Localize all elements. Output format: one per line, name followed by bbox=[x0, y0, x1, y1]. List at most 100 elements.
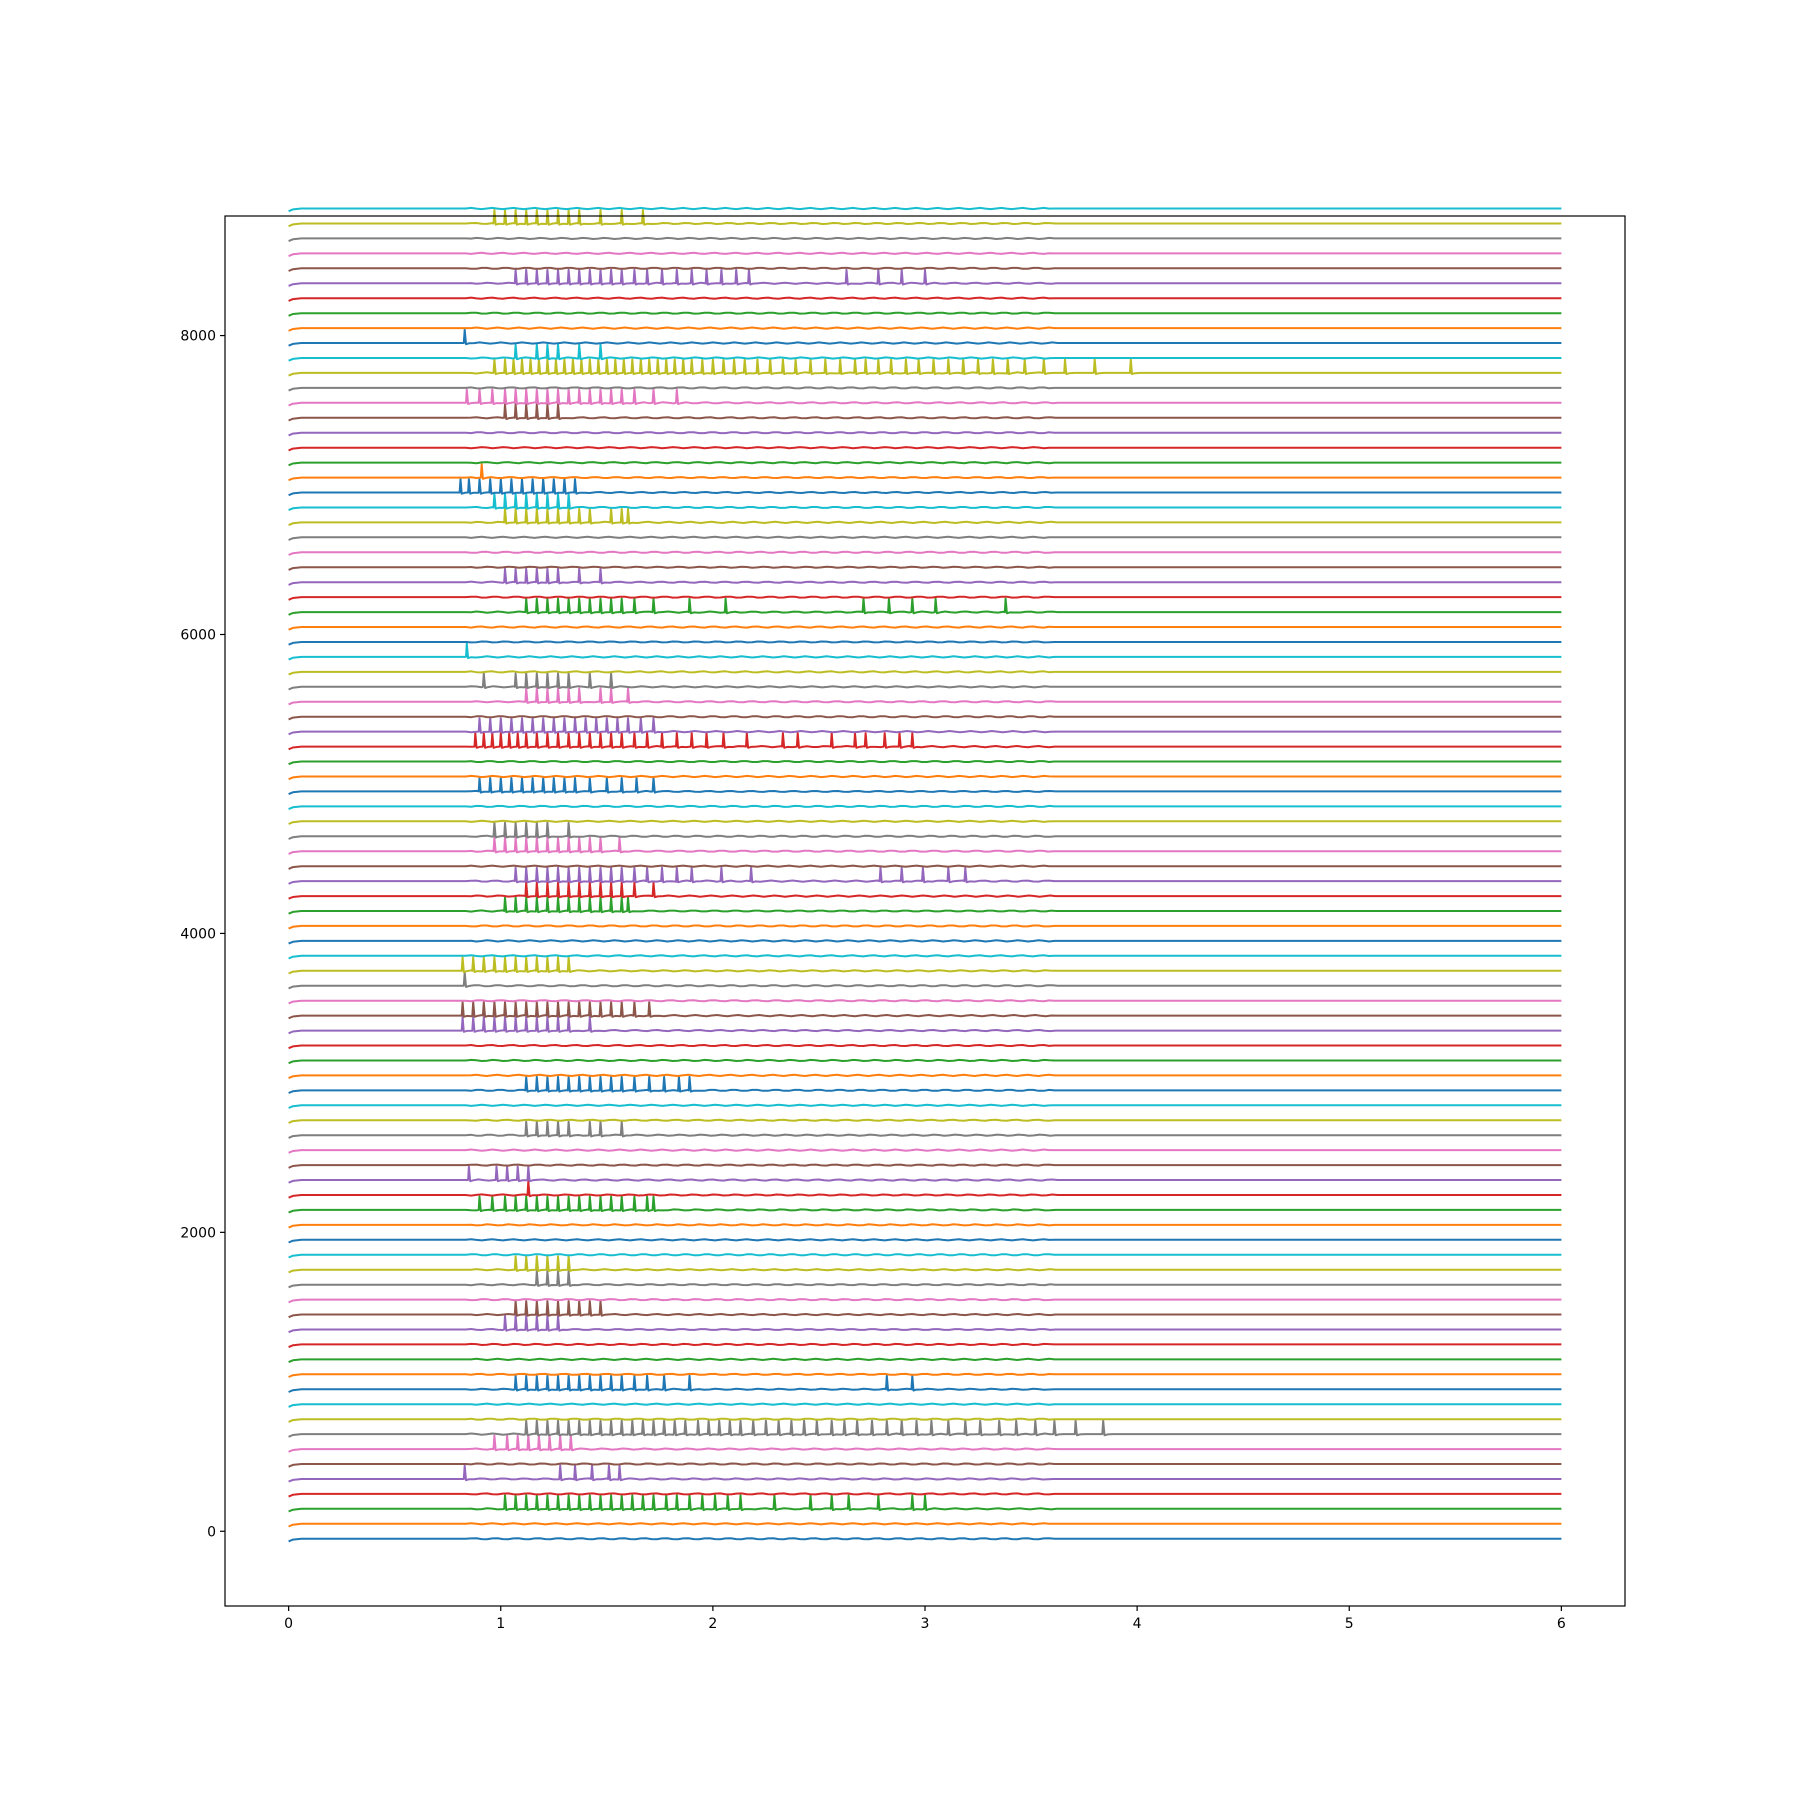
series-trace bbox=[288, 821, 1562, 840]
series-trace bbox=[288, 535, 1562, 541]
series-trace bbox=[288, 939, 1562, 945]
series-trace bbox=[288, 1180, 1562, 1199]
series-trace bbox=[288, 431, 1562, 437]
series-trace bbox=[288, 328, 1562, 347]
series-trace bbox=[288, 296, 1562, 302]
series-trace bbox=[288, 760, 1562, 766]
series-trace bbox=[288, 386, 1562, 392]
series-trace bbox=[288, 866, 1562, 885]
series-trace bbox=[288, 1492, 1562, 1498]
x-axis: 0 1 2 3 4 5 6 bbox=[284, 1606, 1566, 1632]
series-trace bbox=[288, 1462, 1562, 1468]
series-trace bbox=[288, 956, 1562, 975]
series-trace bbox=[288, 236, 1562, 243]
series-trace bbox=[288, 1148, 1562, 1154]
series-trace bbox=[288, 1300, 1562, 1319]
series-trace bbox=[288, 999, 1562, 1005]
x-tick-label: 3 bbox=[921, 1616, 930, 1632]
series-trace bbox=[288, 881, 1562, 900]
series-trace bbox=[288, 640, 1562, 646]
series-trace bbox=[288, 1016, 1562, 1035]
series-trace bbox=[288, 1315, 1562, 1334]
series-trace bbox=[288, 507, 1562, 527]
series-trace bbox=[288, 311, 1562, 317]
series-trace bbox=[288, 732, 1562, 751]
series-trace bbox=[288, 1374, 1562, 1393]
series-trace bbox=[288, 954, 1562, 960]
y-tick-label: 8000 bbox=[180, 329, 216, 345]
series-trace bbox=[288, 206, 1562, 213]
x-tick-label: 6 bbox=[1557, 1616, 1566, 1632]
series-trace bbox=[288, 672, 1562, 691]
series-trace bbox=[288, 642, 1562, 661]
series-trace bbox=[288, 550, 1562, 556]
series-trace bbox=[288, 403, 1562, 422]
x-tick-label: 2 bbox=[708, 1616, 717, 1632]
series-trace bbox=[288, 461, 1562, 467]
trace-group bbox=[288, 206, 1562, 1543]
series-trace bbox=[288, 1419, 1562, 1438]
series-trace bbox=[288, 595, 1562, 601]
series-trace bbox=[288, 1058, 1562, 1065]
series-trace bbox=[288, 1073, 1562, 1080]
series-trace bbox=[288, 446, 1562, 452]
series-trace bbox=[288, 1103, 1562, 1109]
x-tick-label: 5 bbox=[1345, 1616, 1354, 1632]
series-trace bbox=[288, 1434, 1562, 1453]
series-trace bbox=[288, 266, 1562, 272]
series-trace bbox=[288, 715, 1562, 721]
series-trace bbox=[288, 1001, 1562, 1020]
series-trace bbox=[288, 493, 1562, 512]
series-trace bbox=[288, 1044, 1562, 1050]
series-trace bbox=[288, 717, 1562, 736]
series-trace bbox=[288, 1464, 1562, 1483]
series-trace bbox=[288, 326, 1562, 332]
series-trace bbox=[288, 597, 1562, 616]
series-trace bbox=[288, 388, 1562, 407]
y-tick-label: 4000 bbox=[180, 926, 216, 942]
series-trace bbox=[288, 687, 1562, 706]
series-trace bbox=[288, 1238, 1562, 1244]
series-trace bbox=[288, 268, 1562, 287]
series-trace bbox=[288, 209, 1562, 228]
series-trace bbox=[288, 478, 1562, 497]
series-trace bbox=[288, 1118, 1562, 1124]
series-trace bbox=[288, 1075, 1562, 1094]
series-trace bbox=[288, 1165, 1562, 1184]
series-trace bbox=[288, 804, 1562, 811]
y-axis: 0 2000 4000 6000 8000 bbox=[180, 329, 225, 1540]
series-trace bbox=[288, 896, 1562, 915]
series-trace bbox=[288, 1357, 1562, 1364]
series-trace bbox=[288, 343, 1562, 362]
y-tick-label: 6000 bbox=[180, 627, 216, 643]
series-trace bbox=[288, 670, 1562, 676]
series-trace bbox=[288, 1163, 1562, 1169]
series-trace bbox=[288, 836, 1562, 855]
series-trace bbox=[288, 971, 1562, 990]
series-trace bbox=[288, 1270, 1562, 1289]
series-trace bbox=[288, 1494, 1562, 1513]
series-trace bbox=[288, 565, 1562, 571]
x-tick-label: 0 bbox=[284, 1616, 293, 1632]
series-trace bbox=[288, 1342, 1562, 1349]
series-trace bbox=[288, 625, 1562, 631]
series-trace bbox=[288, 567, 1562, 586]
series-trace bbox=[288, 1298, 1562, 1304]
series-trace bbox=[288, 1223, 1562, 1229]
series-trace bbox=[288, 777, 1562, 796]
y-tick-label: 0 bbox=[207, 1524, 216, 1540]
series-trace bbox=[288, 1522, 1562, 1528]
series-trace bbox=[288, 1402, 1562, 1408]
series-trace bbox=[288, 1417, 1562, 1423]
series-trace bbox=[288, 251, 1562, 258]
series-trace bbox=[288, 1372, 1562, 1378]
series-trace bbox=[288, 1120, 1562, 1139]
series-trace bbox=[288, 1253, 1562, 1259]
series-trace bbox=[288, 819, 1562, 825]
x-tick-label: 1 bbox=[496, 1616, 505, 1632]
series-trace bbox=[288, 864, 1562, 870]
y-tick-label: 2000 bbox=[180, 1225, 216, 1241]
series-trace bbox=[288, 1537, 1562, 1543]
